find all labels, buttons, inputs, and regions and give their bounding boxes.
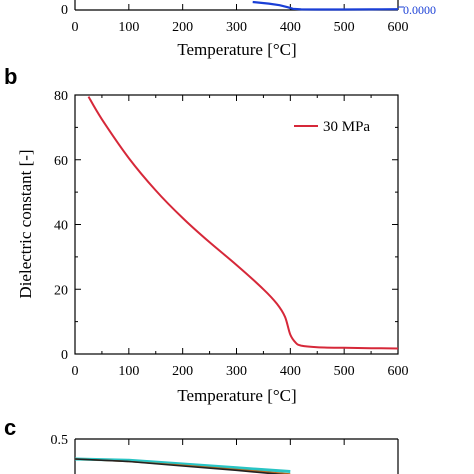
panel-a-x-ticks <box>74 4 399 10</box>
panel-b-x-tick-label: 0 <box>72 364 79 379</box>
panel-b-y-tick-label: 20 <box>54 283 68 298</box>
panel-c-curves <box>74 457 291 474</box>
panel-a-x-tick-labels: 0 100 200 300 400 500 600 <box>72 20 409 35</box>
panel-a: 0 100 200 300 400 500 600 0 0.0000 Temperature… <box>61 0 436 59</box>
panel-a-y-zero-label: 0 <box>61 3 68 18</box>
panel-a-x-tick-label: 300 <box>226 20 247 35</box>
panel-b-series-30mpa <box>87 96 399 350</box>
panel-c-label: c <box>4 415 16 440</box>
panel-b-legend: 30 MPa <box>294 119 370 135</box>
panel-b-legend-label: 30 MPa <box>323 119 370 135</box>
panel-b-label: b <box>4 64 17 89</box>
panel-a-x-tick-label: 0 <box>72 20 79 35</box>
panel-a-x-tick-label: 400 <box>280 20 301 35</box>
panel-a-right-axis-label: 0.0000 <box>403 3 436 17</box>
panel-b-xlabel: Temperature [°C] <box>177 386 296 405</box>
panel-b-x-tick-label: 600 <box>388 364 409 379</box>
panel-b-x-ticks <box>74 95 399 354</box>
panel-b-x-tick-label: 200 <box>172 364 193 379</box>
panel-b-x-tick-label: 400 <box>280 364 301 379</box>
panel-a-x-tick-label: 100 <box>118 20 139 35</box>
panel-b-x-tick-labels: 0 100 200 300 400 500 600 <box>72 364 409 379</box>
panel-a-xlabel: Temperature [°C] <box>177 40 296 59</box>
panel-a-x-tick-label: 600 <box>388 20 409 35</box>
panel-c-y-top-label: 0.5 <box>51 433 69 448</box>
panel-b-x-tick-label: 100 <box>118 364 139 379</box>
panel-b-y-tick-labels: 0 20 40 60 80 <box>54 89 68 363</box>
panel-b-x-tick-label: 300 <box>226 364 247 379</box>
panel-b-y-tick-label: 0 <box>61 348 68 363</box>
panel-b-ylabel: Dielectric constant [-] <box>16 149 35 298</box>
panel-a-curve <box>252 0 399 11</box>
panel-b-x-tick-label: 500 <box>334 364 355 379</box>
panel-b-y-tick-label: 80 <box>54 89 68 104</box>
panel-c-series-line <box>74 458 285 474</box>
panel-c: c 0.5 <box>4 415 399 474</box>
panel-a-x-tick-label: 500 <box>334 20 355 35</box>
panel-b-y-tick-label: 40 <box>54 219 68 234</box>
panel-b-y-tick-label: 60 <box>54 154 68 169</box>
panel-b-y-ticks <box>75 94 398 355</box>
panel-a-x-tick-label: 200 <box>172 20 193 35</box>
panel-b: b 0 100 200 300 400 500 600 0 20 40 60 80 Temperat… <box>4 64 409 405</box>
panel-c-ticks <box>74 438 399 445</box>
